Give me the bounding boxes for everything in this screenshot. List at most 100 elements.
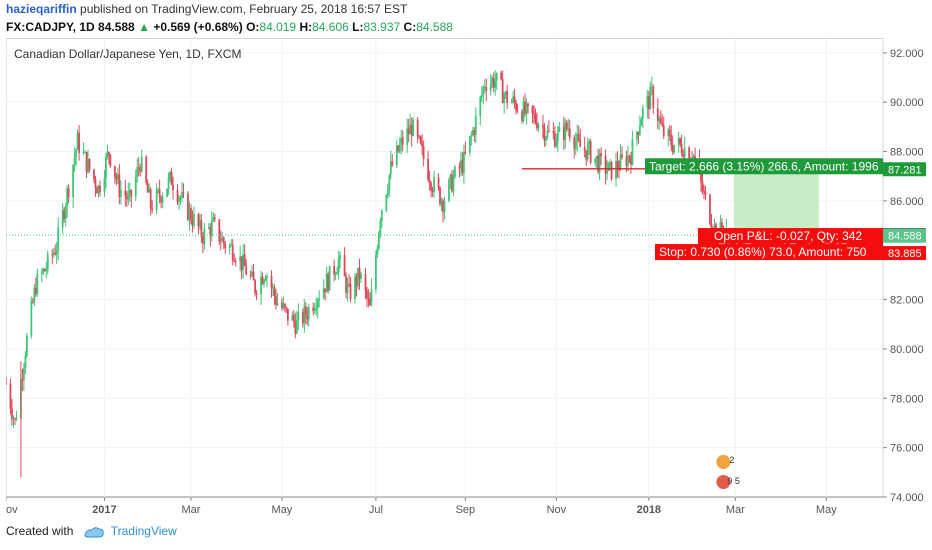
x-tick-label: Sep [456, 504, 476, 516]
symbol-label: FX:CADJPY, 1D [6, 20, 95, 34]
candle-body [337, 258, 340, 272]
candle-body [451, 174, 453, 192]
candle-body [334, 274, 337, 276]
candle-body [616, 161, 619, 170]
candle-body [36, 273, 39, 295]
candle-body [430, 183, 432, 191]
candle-body [536, 122, 538, 129]
candle-body [366, 290, 368, 299]
candle-body [149, 189, 152, 209]
x-tick-label: May [272, 504, 293, 516]
candle-body [568, 128, 571, 138]
candle-body [233, 260, 236, 262]
candle-body [576, 134, 579, 142]
candle-body [428, 179, 431, 184]
author-link[interactable]: hazieqariffin [6, 2, 77, 16]
candle-body [103, 178, 106, 192]
candle-body [113, 166, 116, 178]
candle-body [513, 96, 516, 103]
candle-body [358, 267, 361, 280]
candle-body [637, 132, 640, 135]
candle-body [640, 119, 643, 126]
candle-body [680, 143, 683, 154]
y-tick-label: 86.000 [890, 196, 924, 208]
candle-body [345, 276, 347, 293]
candle-body [51, 254, 54, 256]
candle-body [130, 189, 133, 197]
candle-body [364, 274, 367, 291]
candle-body [11, 408, 13, 420]
stop-label-bg [655, 244, 883, 261]
close-label: C: [403, 20, 417, 34]
candle-body [527, 103, 529, 106]
open-label: O: [246, 20, 260, 34]
candle-body [656, 107, 659, 122]
candle-body [88, 158, 91, 170]
candle-body [641, 107, 644, 120]
candle-body [9, 383, 12, 409]
candle-body [556, 131, 559, 142]
candle-body [99, 185, 101, 192]
chart-area[interactable]: 92.00090.00088.00086.00084.00082.00080.0… [6, 38, 926, 517]
candle-body [57, 227, 60, 251]
candle-body [281, 302, 283, 309]
candle-body [346, 283, 349, 293]
candle-body [119, 190, 122, 197]
candle-body [61, 210, 64, 228]
candle-body [34, 287, 37, 295]
candle-body [401, 137, 404, 145]
x-tick-label: Nov [547, 504, 567, 516]
candle-body [145, 156, 148, 183]
x-tick-label: Mar [181, 504, 200, 516]
event-flag-icon [716, 455, 731, 469]
x-tick-label: 2017 [92, 504, 116, 516]
candle-body [46, 254, 49, 270]
candle-body [286, 308, 289, 321]
candle-body [54, 252, 57, 255]
tradingview-link[interactable]: TradingView [110, 524, 177, 538]
candle-body [14, 418, 16, 420]
candle-body [380, 210, 383, 221]
candle-body [485, 87, 488, 91]
candle-body [85, 151, 88, 173]
candle-body [542, 124, 544, 128]
target-label: Target: 2.666 (3.15%) 266.6, Amount: 199… [649, 159, 879, 173]
candle-body [243, 254, 246, 266]
candle-body [222, 237, 225, 244]
candle-body [324, 288, 327, 293]
candle-body [631, 139, 634, 165]
candle-body [273, 287, 276, 297]
candle-body [552, 131, 555, 133]
candle-body [619, 154, 622, 171]
candle-body [210, 221, 213, 237]
candle-body [93, 169, 95, 180]
candle-body [125, 196, 128, 200]
candle-body [638, 125, 641, 135]
x-tick-label: 2018 [637, 504, 661, 516]
candle-body [369, 298, 371, 306]
candle-body [169, 171, 171, 178]
candle-body [503, 95, 506, 104]
target-price-tag: 87.281 [888, 164, 922, 176]
candle-body [343, 255, 346, 277]
footer: Created with TradingView [6, 524, 177, 546]
low-value: 83.937 [363, 20, 401, 34]
candle-body [304, 306, 307, 316]
event-flag-icon [716, 475, 731, 489]
candle-body [512, 96, 515, 102]
candle-body [12, 418, 15, 420]
last-price: 84.588 [98, 20, 135, 34]
candle-body [155, 189, 158, 210]
candle-body [31, 301, 34, 303]
price-chart[interactable]: 92.00090.00088.00086.00084.00082.00080.0… [6, 38, 926, 517]
candle-body [534, 114, 537, 123]
candle-body [275, 296, 277, 306]
candle-body [625, 157, 628, 167]
y-tick-label: 90.000 [890, 97, 924, 109]
candle-body [370, 289, 373, 306]
candle-body [294, 321, 297, 334]
candle-body [610, 161, 613, 179]
candle-body [136, 167, 139, 178]
candle-body [270, 276, 273, 288]
candle-body [15, 418, 18, 420]
